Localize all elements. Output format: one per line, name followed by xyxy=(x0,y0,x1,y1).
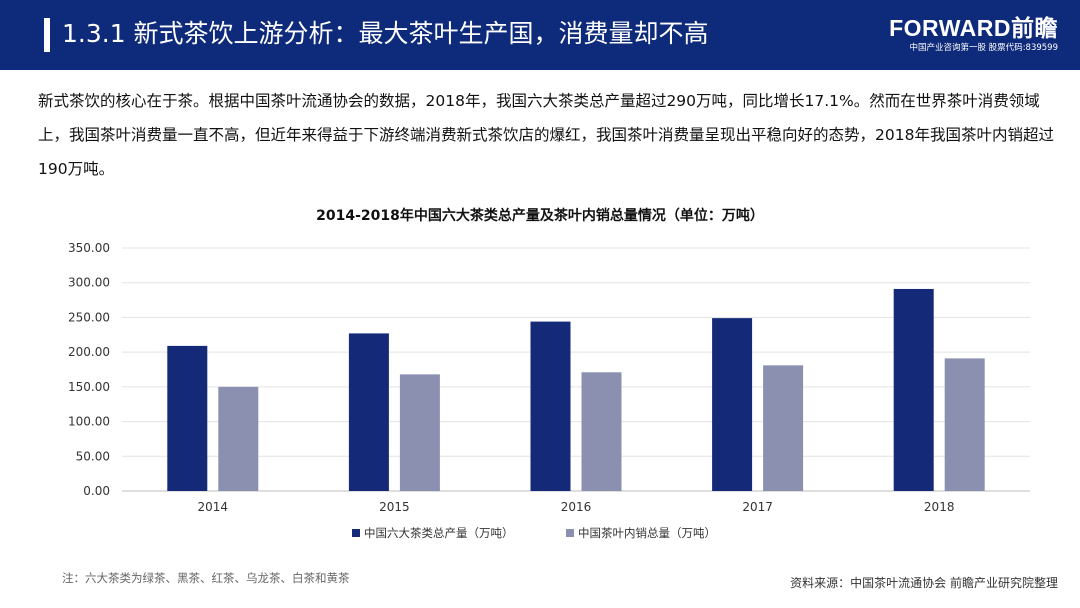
bar-domestic-sales-2018 xyxy=(944,358,985,491)
brand-logo: FORWARD前瞻 中国产业咨询第一股 股票代码:839599 xyxy=(848,16,1058,54)
legend-swatch xyxy=(566,529,574,537)
y-tick-label: 250.00 xyxy=(68,310,110,324)
y-tick-label: 350.00 xyxy=(68,241,110,255)
bar-total-production-2018 xyxy=(893,288,934,491)
y-tick-label: 150.00 xyxy=(68,380,110,394)
brand-logo-subtitle: 中国产业咨询第一股 股票代码:839599 xyxy=(909,43,1058,53)
bar-chart: 0.00 50.00 100.00 150.00 200.00 250.00 300.00 3… xyxy=(68,241,1030,540)
chart-title: 2014-2018年中国六大茶类总产量及茶叶内销总量情况（单位：万吨） xyxy=(316,208,764,224)
bar-domestic-sales-2017 xyxy=(763,365,804,491)
y-tick-label: 50.00 xyxy=(76,449,110,463)
legend-label: 中国茶叶内销总量（万吨） xyxy=(578,526,716,540)
x-tick-label: 2018 xyxy=(924,500,955,514)
header-bar: 1.3.1 新式茶饮上游分析：最大茶叶生产国，消费量却不高 FORWARD前瞻 … xyxy=(0,0,1080,70)
bar-domestic-sales-2015 xyxy=(399,374,440,491)
bar-total-production-2017 xyxy=(712,318,753,491)
brand-logo-text: FORWARD前瞻 xyxy=(889,15,1058,41)
y-tick-label: 200.00 xyxy=(68,345,110,359)
page-title: 1.3.1 新式茶饮上游分析：最大茶叶生产国，消费量却不高 xyxy=(62,19,709,48)
y-tick-label: 300.00 xyxy=(68,276,110,290)
x-tick-label: 2015 xyxy=(379,500,410,514)
legend-label: 中国六大茶类总产量（万吨） xyxy=(364,526,514,540)
legend-swatch xyxy=(352,529,360,537)
x-tick-label: 2016 xyxy=(561,500,592,514)
footnote: 注：六大茶类为绿茶、黑茶、红茶、乌龙茶、白茶和黄茶 xyxy=(62,571,350,585)
source-note: 资料来源：中国茶叶流通协会 前瞻产业研究院整理 xyxy=(790,576,1058,590)
header-accent-bar xyxy=(44,18,50,52)
bar-domestic-sales-2016 xyxy=(581,372,622,491)
bar-total-production-2015 xyxy=(348,333,389,491)
x-tick-label: 2014 xyxy=(198,500,229,514)
y-tick-label: 0.00 xyxy=(83,484,110,498)
bar-total-production-2014 xyxy=(167,345,208,491)
bar-total-production-2016 xyxy=(530,321,571,491)
x-tick-label: 2017 xyxy=(742,500,773,514)
bar-domestic-sales-2014 xyxy=(218,386,259,491)
intro-paragraph: 新式茶饮的核心在于茶。根据中国茶叶流通协会的数据，2018年，我国六大茶类总产量… xyxy=(38,92,1054,178)
y-tick-label: 100.00 xyxy=(68,415,110,429)
